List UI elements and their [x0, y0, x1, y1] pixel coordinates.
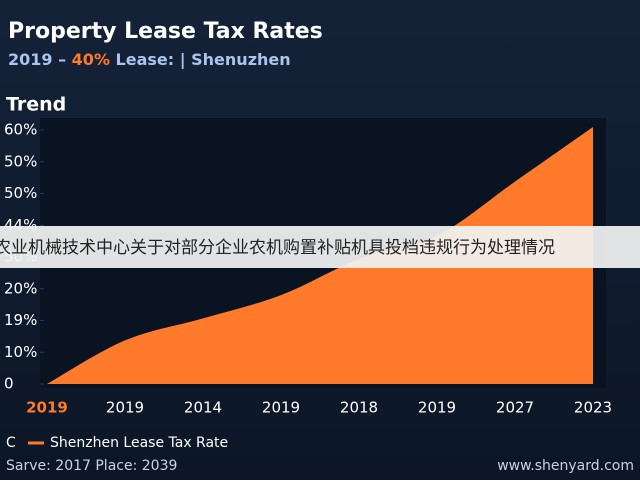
x-tick-label: 2023 [574, 399, 612, 417]
x-tick-label: 2019 [106, 399, 144, 417]
x-tick-label: 2019 [262, 399, 300, 417]
x-tick-label: 2019 [26, 399, 68, 417]
subtitle: 2019 – 40% Lease: | Shenuzhen [8, 50, 291, 70]
y-tick-label: 10% [4, 343, 37, 361]
x-tick-label: 2014 [184, 399, 222, 417]
overlay-banner: 农业机械技术中心关于对部分企业农机购置补贴机具投档违规行为处理情况 [0, 238, 555, 258]
subtitle-part: 40% [72, 50, 110, 69]
x-tick-label: 2027 [496, 399, 534, 417]
subtitle-part: Lease: | Shenuzhen [110, 50, 291, 70]
footer-right: www.shenyard.com [497, 458, 634, 474]
y-tick-label: 0 [4, 375, 14, 393]
subtitle-part: 2019 – [8, 50, 72, 69]
y-axis-title: Trend [6, 94, 66, 116]
legend-prefix: C [6, 435, 16, 451]
overlay-banner-bg [0, 226, 640, 268]
chart-title: Property Lease Tax Rates [8, 19, 323, 44]
x-tick-label: 2019 [418, 399, 456, 417]
y-tick-label: 50% [4, 184, 37, 202]
y-tick-label: 20% [4, 279, 37, 297]
area [47, 127, 593, 384]
footer-left: Sarve: 2017 Place: 2039 [6, 458, 177, 474]
legend-label: Shenzhen Lease Tax Rate [50, 435, 228, 451]
y-tick-label: 19% [4, 311, 37, 329]
y-tick-label: 60% [4, 121, 37, 139]
x-tick-label: 2018 [340, 399, 378, 417]
y-tick-label: 50% [4, 152, 37, 170]
